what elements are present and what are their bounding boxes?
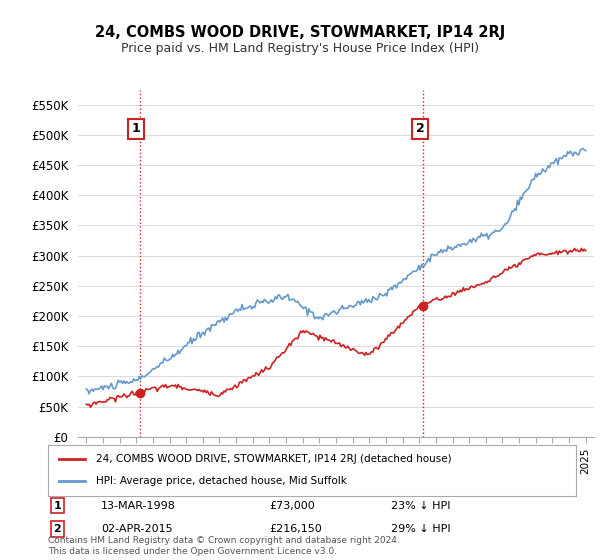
Text: £216,150: £216,150 [270, 524, 323, 534]
Text: 24, COMBS WOOD DRIVE, STOWMARKET, IP14 2RJ (detached house): 24, COMBS WOOD DRIVE, STOWMARKET, IP14 2… [95, 454, 451, 464]
Text: 1: 1 [53, 501, 61, 511]
Text: Price paid vs. HM Land Registry's House Price Index (HPI): Price paid vs. HM Land Registry's House … [121, 42, 479, 55]
Text: 23% ↓ HPI: 23% ↓ HPI [391, 501, 451, 511]
Text: 2: 2 [416, 122, 424, 136]
Text: 13-MAR-1998: 13-MAR-1998 [101, 501, 176, 511]
Text: HPI: Average price, detached house, Mid Suffolk: HPI: Average price, detached house, Mid … [95, 477, 346, 487]
Text: 24, COMBS WOOD DRIVE, STOWMARKET, IP14 2RJ: 24, COMBS WOOD DRIVE, STOWMARKET, IP14 2… [95, 25, 505, 40]
Text: Contains HM Land Registry data © Crown copyright and database right 2024.
This d: Contains HM Land Registry data © Crown c… [48, 536, 400, 556]
Text: 2: 2 [53, 524, 61, 534]
Text: 02-APR-2015: 02-APR-2015 [101, 524, 172, 534]
Text: £73,000: £73,000 [270, 501, 316, 511]
Text: 29% ↓ HPI: 29% ↓ HPI [391, 524, 451, 534]
Text: 1: 1 [132, 122, 140, 136]
